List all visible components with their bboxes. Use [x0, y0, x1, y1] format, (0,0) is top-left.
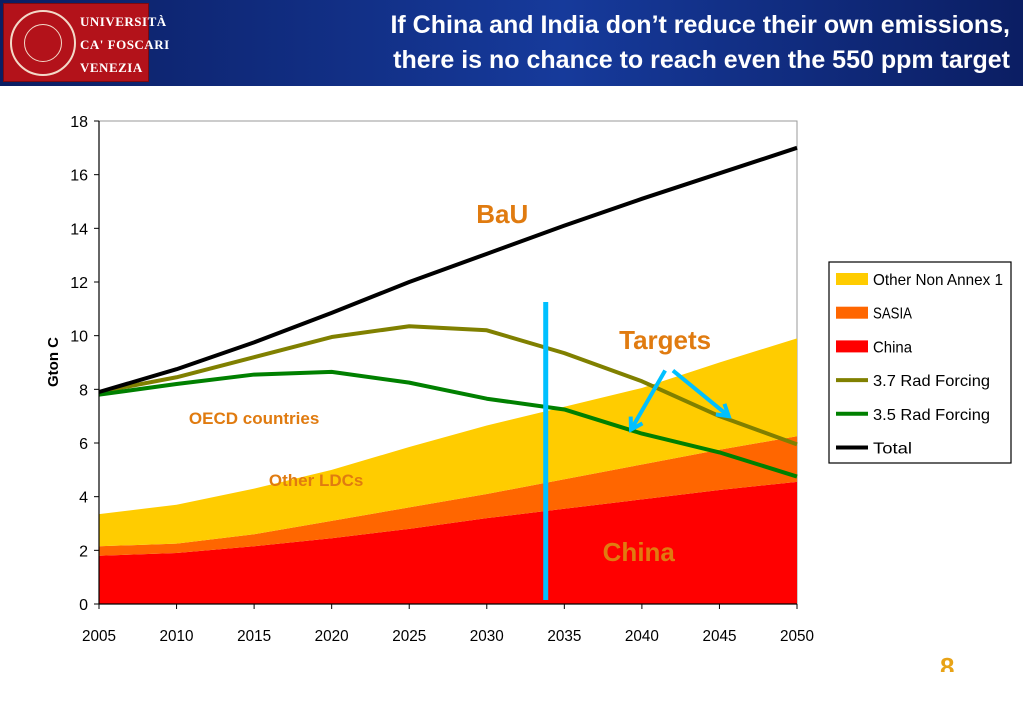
y-axis-label: Gton C: [45, 337, 62, 387]
y-tick-label: 2: [79, 543, 88, 560]
y-tick-label: 12: [70, 275, 88, 292]
slide-header: UNIVERSITÀ CA' FOSCARI VENEZIA If China …: [0, 0, 1023, 86]
line-3-7-rad-forcing: [98, 324, 798, 447]
y-tick-label: 14: [70, 221, 88, 238]
y-tick-label: 8: [79, 382, 88, 399]
target-arrow-shaft: [629, 369, 667, 431]
legend-label-sasia: SASIA: [873, 306, 912, 323]
university-logo: UNIVERSITÀ CA' FOSCARI VENEZIA: [3, 3, 169, 82]
legend-label-total: Total: [873, 441, 912, 458]
annotation-bau: BaU: [476, 199, 528, 229]
area-other-non-annex-1: [99, 338, 797, 547]
line-3-5-rad-forcing: [98, 369, 798, 479]
title-line-1: If China and India don’t reduce their ow…: [390, 11, 1010, 39]
x-tick-label: 2035: [547, 628, 581, 645]
annotation-other-ldcs: Other LDCs: [269, 471, 363, 490]
x-tick-label: 2050: [780, 628, 814, 645]
page-number: 8: [940, 652, 955, 672]
legend-label-3-7-rad-forcing: 3.7 Rad Forcing: [873, 373, 990, 390]
logo-line-1: UNIVERSITÀ: [80, 14, 167, 29]
title-line-2: there is no chance to reach even the 550…: [393, 46, 1010, 74]
y-tick-label: 6: [79, 436, 88, 453]
x-tick-label: 2010: [160, 628, 194, 645]
y-tick-label: 18: [70, 114, 88, 131]
target-arrow-head: [715, 403, 732, 419]
y-tick-label: 16: [70, 168, 88, 185]
target-arrow-shaft: [671, 369, 731, 418]
x-tick-label: 2040: [625, 628, 659, 645]
annotation-china: China: [603, 537, 676, 567]
legend-label-3-5-rad-forcing: 3.5 Rad Forcing: [873, 407, 990, 424]
y-tick-label: 10: [70, 329, 88, 346]
target-arrow-head: [628, 416, 644, 433]
area-sasia: [99, 436, 797, 556]
legend-swatch-other-non-annex-1: [836, 273, 868, 285]
y-tick-label: 0: [79, 597, 88, 614]
x-tick-label: 2005: [82, 628, 116, 645]
y-tick-label: 4: [79, 490, 88, 507]
legend-swatch-sasia: [836, 306, 868, 319]
seal-icon: [10, 10, 76, 76]
x-tick-label: 2030: [470, 628, 504, 645]
x-tick-label: 2025: [392, 628, 426, 645]
legend-label-china: China: [873, 339, 912, 356]
slide-title: If China and India don’t reduce their ow…: [160, 8, 1010, 78]
legend-label-other-non-annex-1: Other Non Annex 1: [873, 272, 1003, 289]
annotation-india: India: [606, 472, 663, 499]
line-total: [98, 145, 798, 394]
legend-box: [828, 261, 1012, 464]
logo-line-3: VENEZIA: [80, 60, 143, 75]
x-tick-label: 2015: [237, 628, 271, 645]
legend-swatch-china: [836, 340, 868, 353]
x-tick-label: 2045: [702, 628, 736, 645]
x-tick-label: 2020: [315, 628, 349, 645]
area-china: [99, 481, 797, 604]
annotation-oecd-countries: OECD countries: [189, 409, 319, 428]
annotation-targets: Targets: [619, 325, 711, 355]
